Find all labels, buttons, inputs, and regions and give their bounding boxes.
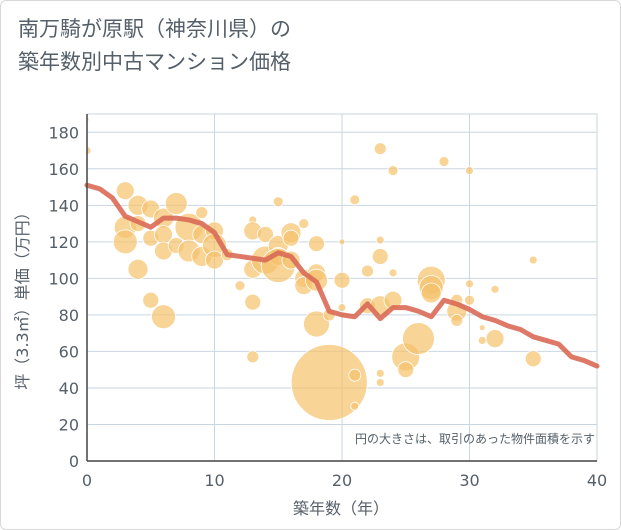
x-tick-label: 10 [204,471,224,490]
y-tick-label: 20 [59,415,79,434]
data-bubble [373,142,387,156]
data-bubble [465,279,474,289]
data-bubble [298,218,310,229]
chart-title-line2: 築年数別中古マンション価格 [18,50,291,74]
data-bubble [337,303,347,312]
data-bubble [478,324,486,332]
data-bubble [438,156,450,167]
size-legend-note: 円の大きさは、取引のあった物件面積を示す [355,431,595,446]
data-bubble [338,238,346,246]
bubble-layer [87,117,542,421]
y-tick-label: 160 [48,160,79,179]
data-bubble [127,258,149,280]
data-bubble [308,235,325,253]
data-bubble [375,235,385,245]
x-tick-label: 30 [459,471,479,490]
data-bubble [348,368,362,382]
average-price-line [84,182,600,369]
data-bubble [290,344,368,421]
y-tick-label: 100 [48,269,79,288]
data-bubble [282,229,300,247]
data-bubble [244,293,262,311]
data-bubble [349,194,361,206]
data-bubble [465,166,474,176]
chart-title: 南万騎が原駅（神奈川県）の 築年数別中古マンション価格 [18,13,291,79]
axes: 0 20 40 60 80 100 120 140 160 180 0 10 20 30 40 [48,114,607,490]
data-bubble [402,322,435,356]
data-bubble [257,226,274,243]
y-tick-label: 0 [69,452,79,471]
data-bubble [151,304,176,330]
trend-line-layer [84,182,600,369]
y-axis-title: 坪（3.3㎡）単価（万円） [13,204,32,389]
data-bubble [464,294,475,306]
data-bubble [303,310,330,338]
data-bubble [115,181,135,201]
x-axis-title: 築年数（年） [293,499,389,518]
data-bubble [477,336,487,345]
y-tick-label: 180 [48,123,79,142]
data-bubble [333,271,351,289]
data-bubble [195,206,209,220]
chart-title-line1: 南万騎が原駅（神奈川県）の [18,17,291,41]
data-bubble [164,192,188,215]
data-bubble [375,378,385,387]
data-bubble [490,284,500,294]
data-bubble [234,280,246,292]
y-tick-label: 120 [48,233,79,252]
data-bubble [142,291,160,309]
data-bubble [350,401,360,411]
data-bubble [246,350,260,364]
x-tick-label: 0 [82,471,92,490]
data-bubble [112,229,138,255]
data-bubble [272,196,284,208]
data-bubble [205,250,224,270]
data-bubble [524,350,542,368]
data-bubble [371,248,389,265]
y-tick-label: 80 [59,306,79,325]
y-tick-label: 140 [48,196,79,215]
data-bubble [388,268,398,278]
data-bubble [87,146,92,155]
data-bubble [387,165,399,177]
data-bubble [528,255,538,265]
data-bubble [375,368,385,378]
data-bubble [485,329,505,349]
x-tick-label: 40 [587,471,607,490]
data-bubble [361,264,374,278]
data-bubble [397,361,415,379]
y-tick-label: 40 [59,379,79,398]
x-tick-label: 20 [332,471,352,490]
y-tick-label: 60 [59,342,79,361]
data-bubble [450,313,464,327]
data-bubble [420,282,442,304]
